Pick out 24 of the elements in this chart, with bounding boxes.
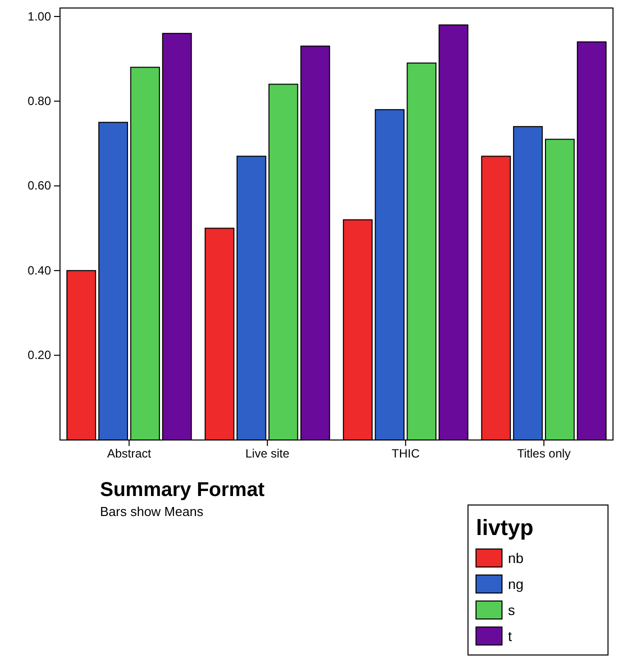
legend-label: nb (508, 550, 524, 566)
legend-label: t (508, 628, 512, 644)
bar (576, 41, 607, 440)
y-tick-label: 1.00 (28, 9, 52, 24)
y-tick-label: 0.60 (28, 178, 52, 193)
bar (162, 32, 192, 440)
bar (66, 270, 96, 440)
x-tick-label: Abstract (107, 446, 152, 461)
y-tick-label: 0.80 (28, 94, 52, 108)
bar (438, 24, 468, 440)
bar (300, 46, 330, 440)
bar (204, 228, 234, 440)
x-tick-label: THIC (392, 446, 420, 461)
x-axis-title: Summary Format (100, 479, 265, 501)
x-tick-label: Titles only (517, 446, 571, 461)
x-tick-label: Live site (245, 446, 290, 461)
y-tick-label: 0.20 (28, 348, 52, 362)
y-tick-label: 0.40 (28, 263, 52, 278)
legend-label: s (508, 602, 515, 618)
legend-title: livtyp (476, 515, 534, 540)
legend-label: ng (508, 576, 524, 592)
text: Bars show Means (100, 504, 204, 519)
bar (481, 156, 511, 440)
bar (342, 219, 373, 440)
